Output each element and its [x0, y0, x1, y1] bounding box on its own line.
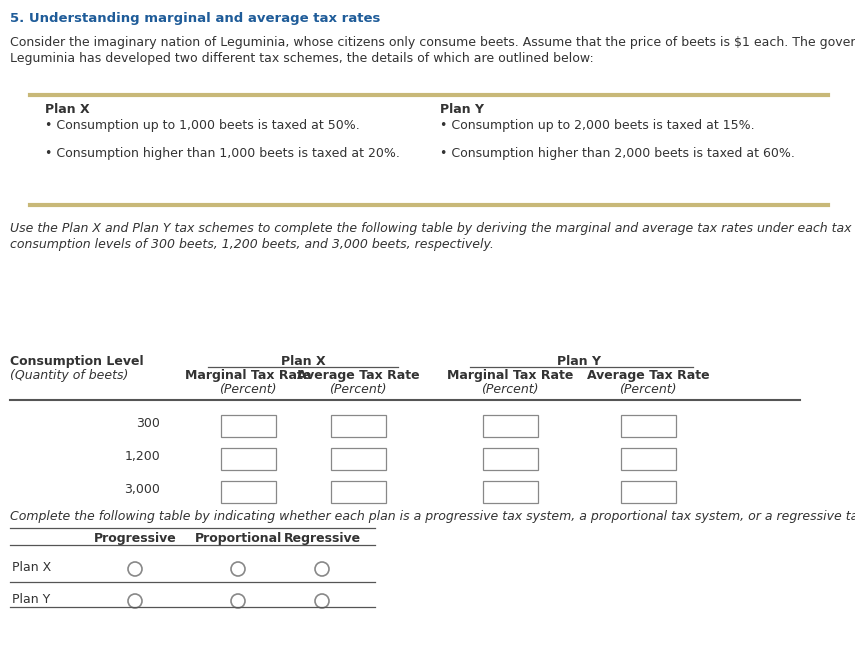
- Text: • Consumption higher than 2,000 beets is taxed at 60%.: • Consumption higher than 2,000 beets is…: [440, 147, 795, 160]
- FancyBboxPatch shape: [331, 448, 386, 470]
- Text: Plan Y: Plan Y: [12, 593, 50, 606]
- Text: Proportional: Proportional: [194, 532, 281, 545]
- Text: (Percent): (Percent): [619, 383, 677, 396]
- Text: Average Tax Rate: Average Tax Rate: [297, 369, 419, 382]
- Text: Marginal Tax Rate: Marginal Tax Rate: [185, 369, 311, 382]
- Text: 5. Understanding marginal and average tax rates: 5. Understanding marginal and average ta…: [10, 12, 380, 25]
- Text: Leguminia has developed two different tax schemes, the details of which are outl: Leguminia has developed two different ta…: [10, 52, 593, 65]
- FancyBboxPatch shape: [331, 415, 386, 437]
- FancyBboxPatch shape: [621, 415, 675, 437]
- Text: consumption levels of 300 beets, 1,200 beets, and 3,000 beets, respectively.: consumption levels of 300 beets, 1,200 b…: [10, 238, 494, 251]
- Text: Complete the following table by indicating whether each plan is a progressive ta: Complete the following table by indicati…: [10, 510, 855, 523]
- Text: Consider the imaginary nation of Leguminia, whose citizens only consume beets. A: Consider the imaginary nation of Legumin…: [10, 36, 855, 49]
- FancyBboxPatch shape: [621, 448, 675, 470]
- Text: Plan Y: Plan Y: [440, 103, 484, 116]
- FancyBboxPatch shape: [221, 448, 275, 470]
- Text: (Quantity of beets): (Quantity of beets): [10, 369, 128, 382]
- Text: (Percent): (Percent): [219, 383, 277, 396]
- Text: Plan X: Plan X: [280, 355, 325, 368]
- Text: Plan Y: Plan Y: [557, 355, 601, 368]
- Text: • Consumption up to 2,000 beets is taxed at 15%.: • Consumption up to 2,000 beets is taxed…: [440, 119, 755, 132]
- Text: (Percent): (Percent): [481, 383, 539, 396]
- FancyBboxPatch shape: [221, 415, 275, 437]
- FancyBboxPatch shape: [331, 481, 386, 503]
- Text: 300: 300: [136, 417, 160, 430]
- FancyBboxPatch shape: [221, 481, 275, 503]
- Text: Marginal Tax Rate: Marginal Tax Rate: [447, 369, 573, 382]
- Text: Average Tax Rate: Average Tax Rate: [587, 369, 710, 382]
- Text: Plan X: Plan X: [45, 103, 90, 116]
- FancyBboxPatch shape: [482, 415, 538, 437]
- FancyBboxPatch shape: [482, 481, 538, 503]
- Text: 1,200: 1,200: [124, 450, 160, 463]
- Text: (Percent): (Percent): [329, 383, 386, 396]
- Text: Use the Plan X and Plan Y tax schemes to complete the following table by derivin: Use the Plan X and Plan Y tax schemes to…: [10, 222, 855, 235]
- Text: Progressive: Progressive: [94, 532, 176, 545]
- Text: • Consumption up to 1,000 beets is taxed at 50%.: • Consumption up to 1,000 beets is taxed…: [45, 119, 360, 132]
- FancyBboxPatch shape: [621, 481, 675, 503]
- Text: 3,000: 3,000: [124, 483, 160, 496]
- FancyBboxPatch shape: [482, 448, 538, 470]
- Text: Consumption Level: Consumption Level: [10, 355, 144, 368]
- Text: Regressive: Regressive: [284, 532, 361, 545]
- Text: Plan X: Plan X: [12, 561, 51, 574]
- Text: • Consumption higher than 1,000 beets is taxed at 20%.: • Consumption higher than 1,000 beets is…: [45, 147, 400, 160]
